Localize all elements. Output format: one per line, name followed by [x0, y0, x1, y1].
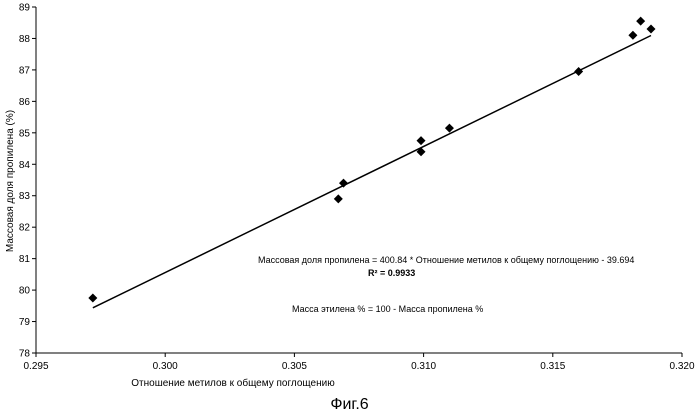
y-tick-label: 84 — [19, 160, 31, 171]
scatter-chart: 78 79 80 81 82 83 84 85 86 87 88 89 0.295 0.300 0.305… — [0, 0, 699, 396]
x-tick-label: 0.315 — [540, 361, 565, 372]
y-axis-ticks: 78 79 80 81 82 83 84 85 86 87 88 89 — [19, 3, 36, 360]
y-tick-label: 83 — [19, 191, 31, 202]
y-axis-title: Массовая доля пропилена (%) — [5, 110, 16, 252]
x-tick-label: 0.310 — [411, 361, 436, 372]
data-point — [628, 31, 637, 40]
y-tick-label: 78 — [19, 349, 31, 360]
y-tick-label: 87 — [19, 65, 31, 76]
x-tick-label: 0.295 — [23, 361, 48, 372]
x-axis-ticks: 0.295 0.300 0.305 0.310 0.315 0.320 — [23, 353, 694, 372]
x-tick-label: 0.305 — [282, 361, 307, 372]
axes — [36, 7, 682, 353]
x-tick-label: 0.300 — [153, 361, 178, 372]
y-tick-label: 89 — [19, 3, 31, 14]
ethylene-formula: Масса этилена % = 100 - Масса пропилена … — [292, 304, 483, 314]
trendline — [93, 36, 651, 308]
data-point — [88, 293, 97, 302]
x-tick-label: 0.320 — [669, 361, 694, 372]
y-tick-label: 82 — [19, 223, 31, 234]
data-point — [636, 17, 645, 26]
data-point — [445, 124, 454, 133]
x-axis-title: Отношение метилов к общему поглощению — [131, 377, 335, 389]
data-point — [334, 194, 343, 203]
y-tick-label: 86 — [19, 97, 31, 108]
r-squared-label: R² = 0.9933 — [368, 268, 415, 278]
figure-caption: Фиг.6 — [0, 396, 699, 414]
trendline-group — [93, 36, 651, 308]
data-point — [646, 25, 655, 34]
data-point — [417, 136, 426, 145]
y-tick-label: 85 — [19, 128, 31, 139]
y-tick-label: 79 — [19, 317, 31, 328]
y-tick-label: 88 — [19, 34, 31, 45]
data-point — [574, 67, 583, 76]
y-tick-label: 80 — [19, 286, 31, 297]
y-tick-label: 81 — [19, 254, 31, 265]
regression-equation: Массовая доля пропилена = 400.84 * Отнош… — [258, 255, 634, 265]
